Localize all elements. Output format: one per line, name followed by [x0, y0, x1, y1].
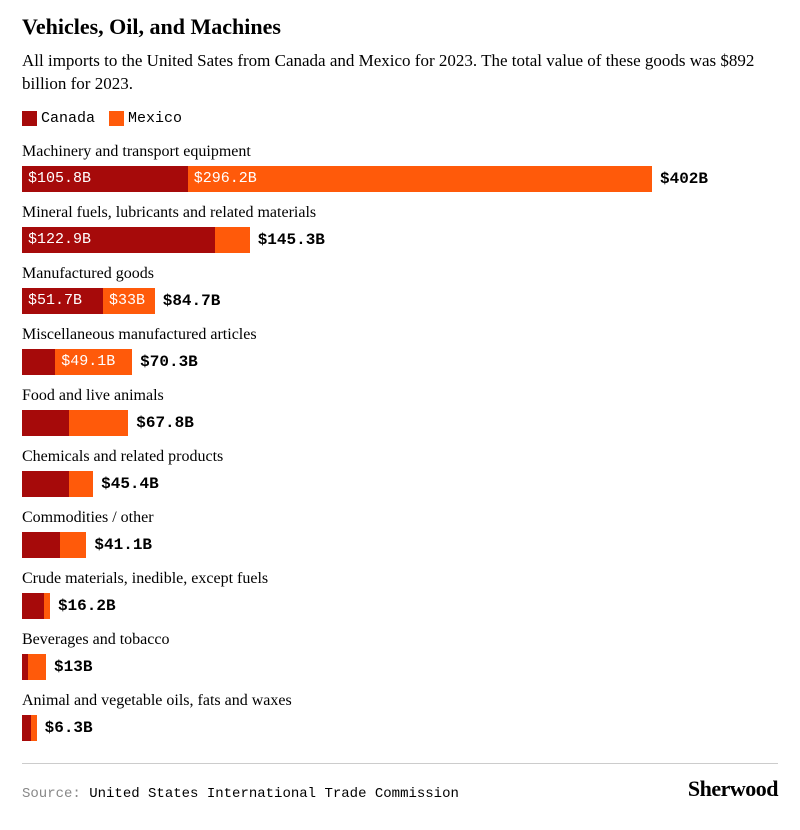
row-category-label: Miscellaneous manufactured articles: [22, 326, 778, 344]
bar-segment-canada: [22, 715, 31, 741]
row-category-label: Crude materials, inedible, except fuels: [22, 570, 778, 588]
bar-segment-mexico: $33B: [103, 288, 155, 314]
chart-source: Source: United States International Trad…: [22, 786, 459, 802]
imports-chart: Vehicles, Oil, and Machines All imports …: [0, 0, 800, 816]
row-total-label: $16.2B: [58, 597, 116, 615]
row-category-label: Beverages and tobacco: [22, 631, 778, 649]
row-category-label: Chemicals and related products: [22, 448, 778, 466]
chart-row: Beverages and tobacco $13B: [22, 631, 778, 680]
bar-wrap: $105.8B$296.2B $402B: [22, 166, 778, 192]
bar-segment-canada: [22, 410, 69, 436]
bar-segment-mexico: [69, 410, 128, 436]
row-total-label: $45.4B: [101, 475, 159, 493]
bar-segment-canada: [22, 349, 55, 375]
chart-rows: Machinery and transport equipment $105.8B…: [22, 143, 778, 751]
bar-segment-mexico: [31, 715, 37, 741]
bar-wrap: $13B: [22, 654, 778, 680]
legend-item-canada: Canada: [22, 110, 95, 127]
bar-segment-mexico: [44, 593, 50, 619]
bar-segment-mexico: $49.1B: [55, 349, 132, 375]
bar-segment-mexico: [28, 654, 46, 680]
chart-title: Vehicles, Oil, and Machines: [22, 14, 778, 40]
row-category-label: Commodities / other: [22, 509, 778, 527]
bar-wrap: $122.9B $145.3B: [22, 227, 778, 253]
chart-row: Chemicals and related products $45.4B: [22, 448, 778, 497]
bar-segment-mexico: [69, 471, 93, 497]
bar-wrap: $16.2B: [22, 593, 778, 619]
chart-row: Machinery and transport equipment $105.8B…: [22, 143, 778, 192]
row-total-label: $84.7B: [163, 292, 221, 310]
bar-segment-canada: [22, 471, 69, 497]
chart-row: Manufactured goods $51.7B$33B $84.7B: [22, 265, 778, 314]
row-category-label: Mineral fuels, lubricants and related ma…: [22, 204, 778, 222]
chart-row: Food and live animals $67.8B: [22, 387, 778, 436]
bar-wrap: $51.7B$33B $84.7B: [22, 288, 778, 314]
bar-wrap: $49.1B $70.3B: [22, 349, 778, 375]
row-category-label: Food and live animals: [22, 387, 778, 405]
chart-row: Miscellaneous manufactured articles $49.1…: [22, 326, 778, 375]
brand-logo: Sherwood: [688, 776, 778, 802]
source-value: United States International Trade Commis…: [89, 786, 459, 802]
row-total-label: $13B: [54, 658, 92, 676]
bar-segment-canada: $122.9B: [22, 227, 215, 253]
row-category-label: Machinery and transport equipment: [22, 143, 778, 161]
chart-legend: Canada Mexico: [22, 110, 778, 127]
row-total-label: $67.8B: [136, 414, 194, 432]
bar-wrap: $45.4B: [22, 471, 778, 497]
bar-segment-canada: [22, 532, 60, 558]
chart-row: Crude materials, inedible, except fuels $…: [22, 570, 778, 619]
row-category-label: Manufactured goods: [22, 265, 778, 283]
chart-row: Mineral fuels, lubricants and related ma…: [22, 204, 778, 253]
row-total-label: $402B: [660, 170, 708, 188]
source-label: Source:: [22, 786, 81, 802]
bar-wrap: $67.8B: [22, 410, 778, 436]
legend-swatch-canada: [22, 111, 37, 126]
legend-label-canada: Canada: [41, 110, 95, 127]
bar-segment-mexico: $296.2B: [188, 166, 652, 192]
bar-wrap: $6.3B: [22, 715, 778, 741]
chart-row: Commodities / other $41.1B: [22, 509, 778, 558]
row-category-label: Animal and vegetable oils, fats and waxe…: [22, 692, 778, 710]
row-total-label: $70.3B: [140, 353, 198, 371]
chart-subtitle: All imports to the United Sates from Can…: [22, 50, 778, 96]
bar-segment-mexico: [60, 532, 87, 558]
bar-segment-canada: [22, 593, 44, 619]
bar-segment-canada: $51.7B: [22, 288, 103, 314]
row-total-label: $41.1B: [94, 536, 152, 554]
chart-footer: Source: United States International Trad…: [22, 763, 778, 816]
legend-label-mexico: Mexico: [128, 110, 182, 127]
bar-segment-mexico: [215, 227, 250, 253]
legend-swatch-mexico: [109, 111, 124, 126]
bar-wrap: $41.1B: [22, 532, 778, 558]
legend-item-mexico: Mexico: [109, 110, 182, 127]
row-total-label: $6.3B: [45, 719, 93, 737]
row-total-label: $145.3B: [258, 231, 325, 249]
chart-row: Animal and vegetable oils, fats and waxe…: [22, 692, 778, 741]
bar-segment-canada: $105.8B: [22, 166, 188, 192]
